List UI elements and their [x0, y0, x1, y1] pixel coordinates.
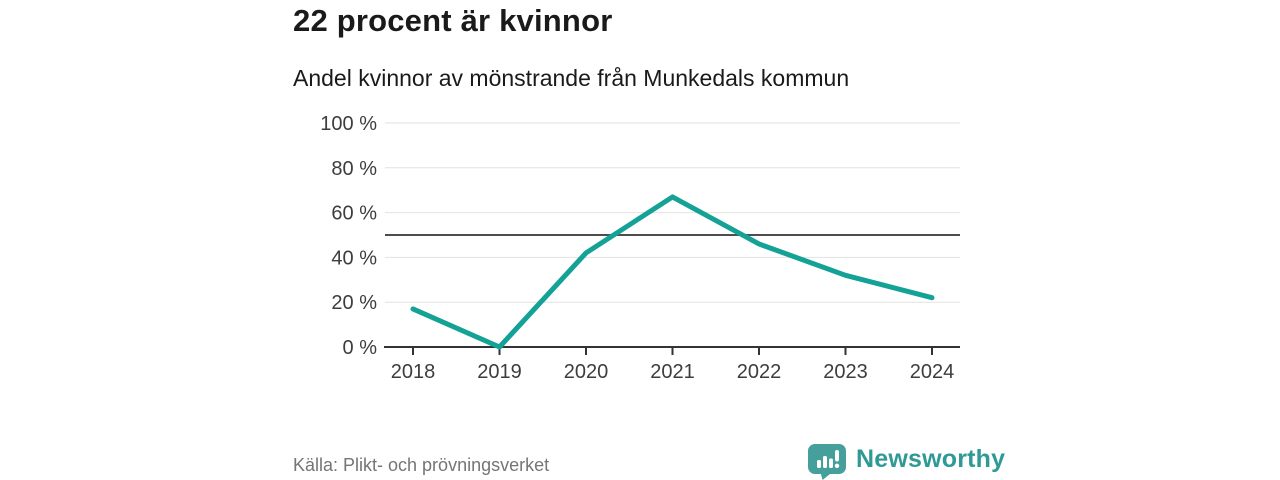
x-axis-tick-label: 2020 — [564, 361, 609, 383]
chart-subtitle: Andel kvinnor av mönstrande från Munkeda… — [293, 65, 850, 91]
x-axis-tick-label: 2024 — [910, 361, 955, 383]
newsworthy-logo: Newsworthy — [806, 442, 1005, 480]
x-axis-tick-label: 2022 — [737, 361, 782, 383]
page-title: 22 procent är kvinnor — [293, 3, 613, 38]
y-axis-tick-label: 40 % — [331, 247, 377, 269]
source-label: Källa: Plikt- och prövningsverket — [293, 455, 550, 475]
y-axis-tick-label: 0 % — [343, 337, 378, 359]
y-axis-tick-label: 60 % — [331, 203, 377, 225]
y-axis-tick-label: 100 % — [320, 113, 377, 135]
x-axis-tick-label: 2021 — [650, 361, 695, 383]
x-axis-tick-label: 2019 — [477, 361, 522, 383]
y-axis-tick-label: 80 % — [331, 158, 377, 180]
x-axis-tick-label: 2023 — [823, 361, 868, 383]
data-line — [410, 194, 935, 350]
brand-name: Newsworthy — [856, 445, 1006, 473]
line-chart: 0 % 20 % 40 % 60 % 80 % 100 % 2018 2019 2020 2021… — [320, 113, 960, 383]
y-axis-tick-label: 20 % — [331, 292, 377, 314]
speech-bubble-bar-chart-icon — [808, 444, 846, 480]
x-axis-tick-label: 2018 — [391, 361, 436, 383]
